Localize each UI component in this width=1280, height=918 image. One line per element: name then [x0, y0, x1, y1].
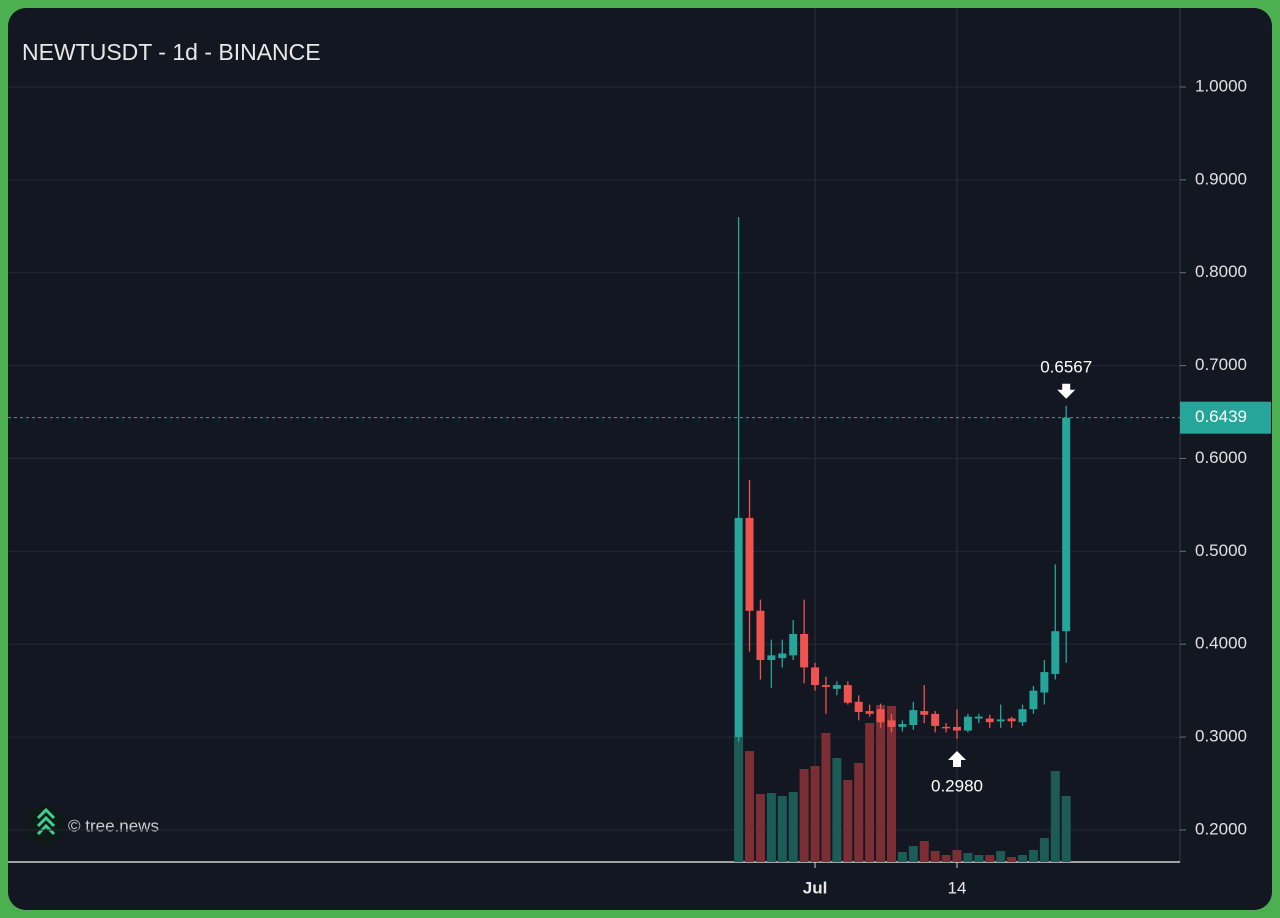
- candle-body: [821, 685, 830, 687]
- candle-body: [789, 633, 798, 656]
- candle-body: [865, 711, 874, 714]
- volume-bar: [1007, 857, 1017, 862]
- y-tick-label: 0.8000: [1195, 262, 1247, 281]
- x-tick-label: 14: [948, 878, 967, 897]
- candle-body: [778, 653, 787, 659]
- y-tick-label: 0.6000: [1195, 448, 1247, 467]
- candle-body: [854, 701, 863, 713]
- volume-bar: [1050, 771, 1060, 862]
- last-price-box: [1180, 401, 1271, 434]
- y-tick-label: 0.5000: [1195, 541, 1247, 560]
- volume-bar: [930, 851, 940, 862]
- y-tick-label: 0.4000: [1195, 634, 1247, 653]
- candle-body: [920, 711, 929, 715]
- watermark: © tree.news: [68, 816, 159, 835]
- volume-bar: [854, 763, 864, 862]
- candle-body: [767, 655, 776, 660]
- candle-body: [745, 517, 754, 611]
- volume-bar: [843, 780, 853, 862]
- volume-bar: [799, 769, 809, 862]
- panel: [8, 8, 1272, 910]
- volume-bar: [919, 841, 929, 862]
- annotation-label: 0.2980: [931, 776, 983, 795]
- candle-body: [887, 720, 896, 727]
- volume-bar: [821, 733, 831, 862]
- volume-bar: [996, 851, 1006, 862]
- volume-bar: [810, 766, 820, 862]
- candle-body: [963, 716, 972, 731]
- volume-bar: [1061, 796, 1071, 862]
- candle-body: [931, 713, 940, 726]
- volume-bar: [886, 706, 896, 862]
- candle-body: [734, 517, 743, 738]
- volume-bar: [1018, 855, 1028, 862]
- volume-bar: [876, 705, 886, 862]
- x-tick-label: Jul: [803, 878, 828, 897]
- candle-body: [909, 710, 918, 726]
- y-tick-label: 0.2000: [1195, 819, 1247, 838]
- candle-body: [942, 726, 951, 729]
- volume-bar: [963, 853, 973, 862]
- candle-body: [1040, 672, 1049, 693]
- volume-bar: [1039, 838, 1049, 862]
- candle-body: [756, 610, 765, 660]
- volume-bar: [941, 855, 951, 862]
- candle-body: [1062, 417, 1071, 632]
- y-tick-label: 0.3000: [1195, 727, 1247, 746]
- candle-body: [843, 685, 852, 703]
- candle-body: [898, 724, 907, 727]
- volume-bar: [952, 850, 962, 862]
- volume-bar: [734, 737, 744, 862]
- y-tick-label: 0.9000: [1195, 169, 1247, 188]
- chart-title: NEWTUSDT - 1d - BINANCE: [22, 39, 321, 65]
- candle-body: [974, 716, 983, 719]
- candle-body: [1018, 709, 1027, 723]
- volume-bar: [974, 855, 984, 862]
- candle-body: [876, 709, 885, 723]
- volume-bar: [755, 794, 765, 862]
- volume-bar: [788, 792, 798, 862]
- volume-bar: [908, 846, 918, 862]
- logo: [26, 806, 66, 846]
- candle-body: [1051, 631, 1060, 674]
- volume-bar: [985, 855, 995, 862]
- candle-body: [1007, 718, 1016, 722]
- candle-body: [996, 719, 1005, 722]
- candle-body: [985, 718, 994, 723]
- volume-bar: [745, 751, 755, 862]
- y-tick-label: 0.7000: [1195, 355, 1247, 374]
- y-tick-label: 1.0000: [1195, 76, 1247, 95]
- volume-bar: [777, 796, 787, 862]
- annotation-arrow: [1057, 383, 1076, 399]
- volume-bar: [865, 723, 875, 862]
- volume-bar: [832, 758, 842, 862]
- annotation-label: 0.6567: [1040, 357, 1092, 376]
- volume-bar: [897, 852, 907, 862]
- candle-body: [811, 667, 820, 686]
- volume-bar: [766, 793, 776, 862]
- candle-body: [1029, 690, 1038, 710]
- annotation-arrow: [948, 750, 966, 767]
- candle-body: [953, 726, 961, 731]
- candle-body: [800, 633, 809, 668]
- candle-body: [832, 685, 841, 689]
- volume-bar: [1028, 850, 1038, 862]
- last-price-label: 0.6439: [1195, 407, 1247, 426]
